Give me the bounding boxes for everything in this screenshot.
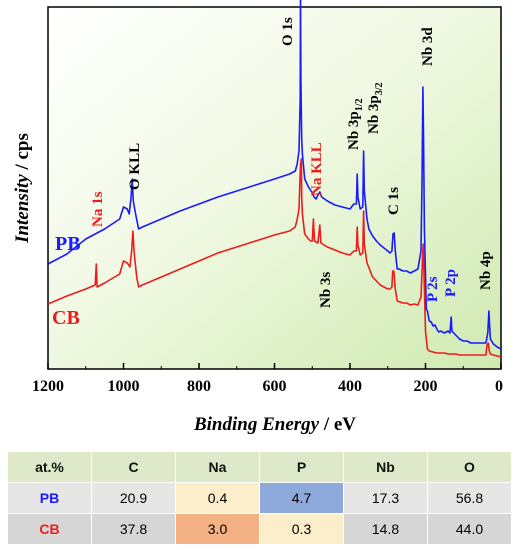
table-cell: 14.8 [343, 513, 428, 545]
peak-label-nakll: Na KLL [309, 142, 325, 196]
table-cell: 20.9 [91, 482, 176, 514]
x-tick-label: 1000 [108, 378, 140, 395]
peak-label-nb3p32: Nb 3p3/2 [366, 82, 385, 134]
series-label-pb: PB [55, 233, 81, 255]
table-row-label: CB [7, 513, 92, 545]
table-row: CB 37.8 3.0 0.3 14.8 44.0 [7, 513, 512, 545]
x-tick-label: 1200 [32, 378, 64, 395]
table-header-cell: O [427, 451, 512, 483]
series-line-cb [47, 158, 502, 358]
x-tick-label: 400 [338, 378, 362, 395]
table-header-cell: at.% [7, 451, 92, 483]
table-header-cell: P [259, 451, 344, 483]
table-row-label: PB [7, 482, 92, 514]
y-axis-title: Intensity / cps [12, 133, 33, 244]
peak-label-p2p: P 2p [443, 269, 459, 297]
peak-label-nb4p: Nb 4p [478, 251, 494, 290]
x-tick-label: 800 [187, 378, 211, 395]
x-tick-label: 600 [263, 378, 287, 395]
peak-label-nb3d: Nb 3d [420, 27, 436, 66]
xps-survey-chart: 1200 1000 800 600 400 200 0 O 1s Nb 3d Na KLL … [12, 0, 503, 435]
table-cell: 44.0 [427, 513, 512, 545]
table-header-row: at.% C Na P Nb O [7, 451, 512, 483]
table-header-cell: Na [175, 451, 260, 483]
x-axis-title: Binding Energy / eV [193, 414, 356, 435]
peak-label-na1s: Na 1s [90, 191, 106, 227]
series-label-cb: CB [52, 307, 80, 329]
table-cell: 0.4 [175, 482, 260, 514]
table-cell: 17.3 [343, 482, 428, 514]
table-header-cell: Nb [343, 451, 428, 483]
peak-label-nb3p12: Nb 3p1/2 [346, 98, 365, 150]
peak-label-p2s: P 2s [425, 276, 441, 302]
table-cell: 56.8 [427, 482, 512, 514]
peak-label-o1s: O 1s [280, 17, 296, 46]
x-tick-label: 0 [495, 378, 503, 395]
table-row: PB 20.9 0.4 4.7 17.3 56.8 [7, 482, 512, 514]
peak-label-okll: O KLL [127, 143, 143, 190]
peak-label-c1s: C 1s [386, 187, 402, 215]
composition-table: at.% C Na P Nb O PB 20.9 0.4 4.7 17.3 56… [7, 451, 512, 545]
table-header-cell: C [91, 451, 176, 483]
table-cell: 4.7 [259, 482, 344, 514]
peak-label-nb3s: Nb 3s [318, 272, 334, 308]
table-cell: 3.0 [175, 513, 260, 545]
table-cell: 0.3 [259, 513, 344, 545]
table-cell: 37.8 [91, 513, 176, 545]
x-tick-label: 200 [414, 378, 438, 395]
series-line-pb [47, 0, 502, 350]
